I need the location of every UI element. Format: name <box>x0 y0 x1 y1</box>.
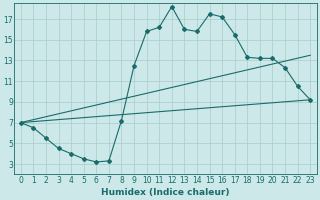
X-axis label: Humidex (Indice chaleur): Humidex (Indice chaleur) <box>101 188 230 197</box>
